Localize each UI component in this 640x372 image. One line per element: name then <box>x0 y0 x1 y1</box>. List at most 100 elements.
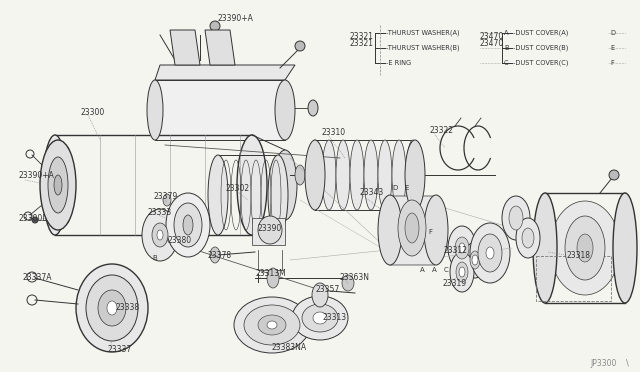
Text: 23300L: 23300L <box>18 214 47 222</box>
Text: 23363N: 23363N <box>340 273 370 282</box>
Ellipse shape <box>76 264 148 352</box>
Polygon shape <box>170 30 200 65</box>
Ellipse shape <box>398 200 426 256</box>
Text: 23390+A: 23390+A <box>217 13 253 22</box>
Text: -THURUST WASHER(B): -THURUST WASHER(B) <box>386 45 460 51</box>
Text: B: B <box>504 45 509 51</box>
Ellipse shape <box>405 140 425 210</box>
Text: 23390+A: 23390+A <box>18 170 54 180</box>
Text: 23321: 23321 <box>350 32 374 41</box>
Text: JP3300: JP3300 <box>590 359 616 368</box>
Ellipse shape <box>292 296 348 340</box>
Text: -E RING: -E RING <box>386 60 411 66</box>
Text: 23338: 23338 <box>115 304 139 312</box>
Text: 23312: 23312 <box>444 246 468 254</box>
Ellipse shape <box>166 193 210 257</box>
Ellipse shape <box>273 150 297 220</box>
Ellipse shape <box>267 321 277 329</box>
Ellipse shape <box>275 80 295 140</box>
Ellipse shape <box>448 226 476 270</box>
Text: 23470: 23470 <box>480 32 504 41</box>
Text: D: D <box>392 185 397 191</box>
Ellipse shape <box>295 41 305 51</box>
Text: 23343: 23343 <box>360 187 384 196</box>
Ellipse shape <box>312 283 328 307</box>
Polygon shape <box>388 196 438 265</box>
Ellipse shape <box>258 216 282 244</box>
Ellipse shape <box>350 140 364 210</box>
Text: A: A <box>432 267 436 273</box>
Ellipse shape <box>459 267 465 277</box>
Ellipse shape <box>378 140 392 210</box>
Text: 23300: 23300 <box>80 108 104 116</box>
Text: 23379: 23379 <box>153 192 177 201</box>
Ellipse shape <box>313 312 327 324</box>
Ellipse shape <box>502 196 530 240</box>
Ellipse shape <box>32 217 38 223</box>
Ellipse shape <box>565 216 605 280</box>
Ellipse shape <box>336 140 350 210</box>
Text: -DUST COVER(B): -DUST COVER(B) <box>513 45 568 51</box>
Text: 23380: 23380 <box>168 235 192 244</box>
Text: 23310: 23310 <box>322 128 346 137</box>
Text: 23313M: 23313M <box>255 269 285 279</box>
Ellipse shape <box>86 275 138 341</box>
Ellipse shape <box>478 234 502 272</box>
Ellipse shape <box>163 194 171 206</box>
Text: 23302: 23302 <box>226 183 250 192</box>
Text: F: F <box>428 229 432 235</box>
Ellipse shape <box>308 140 322 210</box>
Text: D: D <box>610 30 615 36</box>
Ellipse shape <box>268 155 288 235</box>
Ellipse shape <box>456 262 468 282</box>
Ellipse shape <box>267 268 279 288</box>
Bar <box>536 256 611 301</box>
Ellipse shape <box>54 175 62 195</box>
Text: C: C <box>444 267 449 273</box>
Ellipse shape <box>147 80 163 140</box>
Text: 23383NA: 23383NA <box>272 343 307 353</box>
Polygon shape <box>155 65 295 80</box>
Text: F: F <box>610 60 614 66</box>
Ellipse shape <box>258 315 286 335</box>
Text: 23378: 23378 <box>208 251 232 260</box>
Ellipse shape <box>470 223 510 283</box>
Ellipse shape <box>459 243 465 253</box>
Text: 23337: 23337 <box>107 346 131 355</box>
Text: A: A <box>420 267 425 273</box>
Ellipse shape <box>613 193 637 303</box>
Ellipse shape <box>61 146 69 154</box>
Ellipse shape <box>305 140 325 210</box>
Text: B: B <box>152 255 157 261</box>
Ellipse shape <box>486 247 494 259</box>
Ellipse shape <box>464 242 486 278</box>
Ellipse shape <box>577 234 593 262</box>
Ellipse shape <box>455 237 469 259</box>
Ellipse shape <box>550 201 620 295</box>
Text: C: C <box>504 60 509 66</box>
Text: 23470: 23470 <box>480 38 504 48</box>
Polygon shape <box>205 30 235 65</box>
Ellipse shape <box>342 275 354 291</box>
Text: 23318: 23318 <box>567 251 591 260</box>
Ellipse shape <box>322 140 336 210</box>
Ellipse shape <box>424 195 448 265</box>
Text: E: E <box>610 45 614 51</box>
Ellipse shape <box>48 157 68 213</box>
Ellipse shape <box>107 301 117 315</box>
Ellipse shape <box>210 247 220 263</box>
Ellipse shape <box>43 135 67 235</box>
Ellipse shape <box>61 216 69 224</box>
Polygon shape <box>252 218 285 245</box>
Text: -DUST COVER(C): -DUST COVER(C) <box>513 60 568 66</box>
Text: 23313: 23313 <box>323 314 347 323</box>
Ellipse shape <box>470 251 480 269</box>
Ellipse shape <box>392 140 406 210</box>
Ellipse shape <box>406 140 420 210</box>
Ellipse shape <box>98 290 126 326</box>
Ellipse shape <box>174 203 202 247</box>
Ellipse shape <box>609 170 619 180</box>
Text: E: E <box>404 185 408 191</box>
Ellipse shape <box>210 21 220 31</box>
Ellipse shape <box>308 100 318 116</box>
